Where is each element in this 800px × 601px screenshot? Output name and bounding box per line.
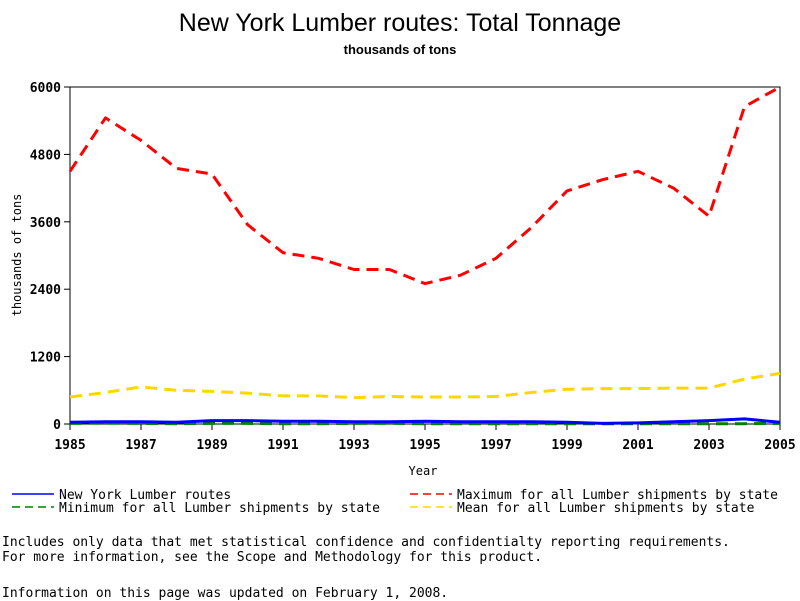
plot-frame (69, 86, 781, 425)
series-line-2 (69, 421, 781, 426)
chart: New York Lumber routes: Total Tonnage th… (10, 9, 796, 516)
chart-title: New York Lumber routes: Total Tonnage (179, 9, 621, 37)
x-tick-label: 1997 (480, 438, 511, 453)
y-tick-label: 6000 (30, 81, 61, 96)
x-tick-label: 2005 (764, 438, 795, 453)
x-tick-label: 1989 (196, 438, 227, 453)
y-tick-label: 2400 (30, 283, 61, 298)
y-tick-label: 0 (53, 418, 61, 433)
legend: New York Lumber routes Maximum for all Lu… (12, 488, 778, 516)
y-tick-label: 4800 (30, 148, 61, 163)
y-tick-label: 1200 (30, 351, 61, 366)
x-tick-label: 1985 (54, 438, 85, 453)
x-axis: 1985 1987 1989 1991 1993 1995 1997 1999 2001 2003… (54, 424, 796, 453)
x-tick-label: 1987 (125, 438, 156, 453)
series-line-0 (69, 417, 781, 425)
x-tick-label: 2001 (622, 438, 653, 453)
y-axis-label: thousands of tons (10, 194, 24, 317)
legend-label-2: Minimum for all Lumber shipments by stat… (59, 501, 380, 516)
x-tick-label: 1993 (338, 438, 369, 453)
x-axis-label: Year (409, 464, 438, 478)
plot-lines (68, 85, 781, 426)
legend-label-1: Maximum for all Lumber shipments by stat… (457, 488, 778, 503)
chart-subtitle: thousands of tons (344, 42, 457, 57)
x-tick-label: 1999 (551, 438, 582, 453)
note-line-2: For more information, see the Scope and … (2, 550, 543, 565)
x-tick-label: 2003 (693, 438, 724, 453)
x-tick-label: 1995 (409, 438, 440, 453)
legend-label-3: Mean for all Lumber shipments by state (457, 501, 755, 516)
y-tick-label: 3600 (30, 216, 61, 231)
notes: Includes only data that met statistical … (2, 535, 730, 565)
legend-label-0: New York Lumber routes (59, 488, 231, 503)
series-line-3 (69, 371, 781, 400)
series-line-1 (68, 85, 781, 286)
note-line-1: Includes only data that met statistical … (2, 535, 730, 550)
x-tick-label: 1991 (267, 438, 298, 453)
updated-text: Information on this page was updated on … (2, 586, 449, 601)
y-axis: 0 1200 2400 3600 4800 6000 (30, 81, 70, 433)
